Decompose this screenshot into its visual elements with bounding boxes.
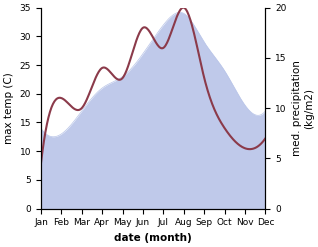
Y-axis label: med. precipitation
(kg/m2): med. precipitation (kg/m2) xyxy=(292,60,314,156)
X-axis label: date (month): date (month) xyxy=(114,233,192,243)
Y-axis label: max temp (C): max temp (C) xyxy=(4,72,14,144)
